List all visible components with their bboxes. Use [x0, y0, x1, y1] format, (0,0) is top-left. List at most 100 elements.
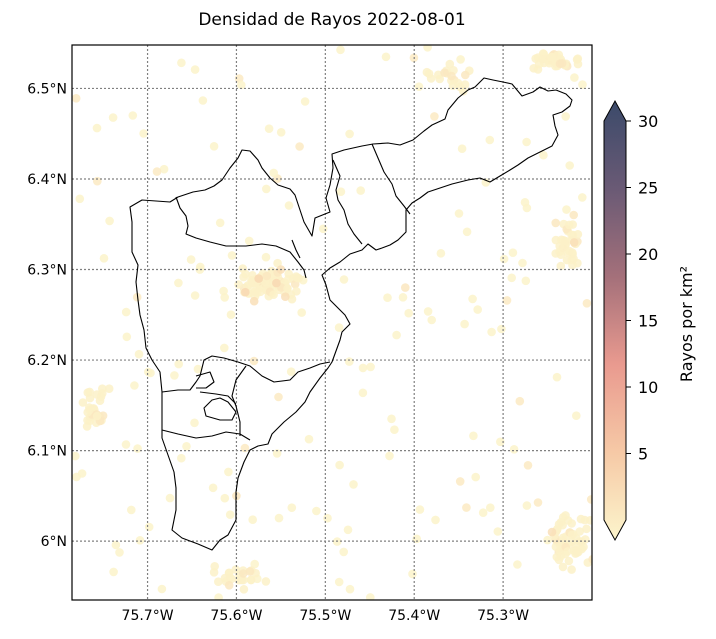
density-point — [513, 560, 522, 569]
lat-tick-label: 6.2°N — [27, 353, 67, 369]
lat-tick-label: 6°N — [41, 534, 67, 550]
density-point — [358, 363, 368, 373]
density-point — [559, 236, 568, 245]
density-point — [246, 575, 256, 585]
density-point — [462, 503, 471, 512]
density-point — [108, 113, 118, 122]
density-point — [567, 565, 576, 574]
density-point — [447, 71, 456, 81]
density-point — [177, 58, 186, 68]
density-point — [208, 483, 218, 493]
density-point — [581, 535, 590, 544]
density-point — [481, 178, 491, 187]
density-point — [572, 411, 581, 421]
density-point — [109, 567, 118, 577]
lon-tick-label: 75.4°W — [388, 608, 440, 624]
density-point — [546, 52, 556, 62]
boundary-inner-south-b — [195, 371, 215, 389]
colorbar-ticks: 5 10 15 20 25 30 — [626, 112, 658, 464]
density-point — [174, 278, 183, 288]
density-point — [215, 218, 225, 228]
density-point — [502, 296, 512, 305]
density-point — [247, 276, 256, 285]
density-point — [523, 461, 533, 470]
density-point — [276, 128, 286, 137]
density-point — [404, 308, 414, 318]
density-point — [241, 269, 250, 279]
density-point — [366, 593, 375, 600]
density-point — [165, 493, 175, 503]
density-point — [567, 255, 577, 264]
density-point — [563, 516, 573, 525]
density-point — [390, 425, 399, 435]
density-point — [462, 227, 472, 237]
density-point — [239, 569, 248, 578]
density-point — [424, 69, 434, 78]
density-point — [130, 381, 139, 390]
density-point — [85, 403, 94, 412]
boundary-outline — [129, 77, 573, 551]
density-point — [72, 94, 81, 103]
density-point — [564, 220, 574, 230]
density-point — [85, 393, 95, 403]
density-point — [339, 275, 349, 284]
density-point — [336, 187, 346, 196]
boundary-inner-south-c — [231, 365, 247, 436]
density-point — [225, 510, 235, 519]
density-point — [423, 45, 432, 52]
density-point — [486, 503, 495, 512]
density-point — [146, 368, 155, 378]
lon-tick-label: 75.6°W — [210, 608, 262, 624]
density-point — [190, 65, 200, 74]
density-point — [249, 356, 259, 366]
lat-tick-labels: 6.5°N 6.4°N 6.3°N 6.2°N 6.1°N 6°N — [27, 81, 67, 550]
colorbar-label: Rayos por km² — [677, 266, 696, 382]
density-point — [518, 258, 527, 268]
density-point — [186, 255, 196, 264]
density-point — [209, 142, 219, 151]
density-point — [551, 218, 560, 228]
density-point — [554, 555, 564, 565]
density-point — [214, 593, 223, 600]
density-point — [177, 453, 186, 463]
density-point — [227, 251, 237, 260]
density-point — [127, 505, 136, 515]
density-point — [334, 577, 344, 587]
colorbar-tick-label: 25 — [638, 179, 658, 198]
boundary-inner-south-d — [199, 391, 237, 405]
map-title: Densidad de Rayos 2022-08-01 — [198, 10, 466, 30]
density-point — [471, 472, 481, 482]
density-point — [139, 129, 148, 138]
colorbar-tick-label: 10 — [638, 378, 658, 397]
density-point — [573, 230, 583, 239]
density-point — [401, 283, 410, 292]
lat-tick-label: 6.1°N — [27, 444, 67, 460]
density-point — [133, 444, 142, 453]
density-point — [122, 332, 132, 342]
density-point — [565, 246, 574, 256]
boundary-inner-northeast — [371, 143, 411, 215]
density-point — [499, 254, 509, 264]
density-point — [318, 224, 328, 234]
density-point — [297, 308, 307, 317]
density-point — [358, 388, 368, 398]
density-point — [226, 310, 236, 320]
density-point — [534, 59, 544, 69]
density-point — [562, 205, 571, 214]
graticule — [72, 45, 592, 600]
density-point — [334, 323, 344, 332]
density-point — [509, 445, 519, 454]
density-point — [72, 472, 81, 482]
density-point — [336, 45, 345, 55]
density-point — [423, 307, 433, 316]
density-point — [115, 548, 124, 557]
density-point — [567, 230, 576, 240]
density-point — [497, 324, 506, 334]
density-point — [262, 184, 271, 194]
density-point — [78, 398, 88, 407]
density-point — [582, 524, 591, 534]
density-point — [578, 193, 587, 202]
density-point — [563, 547, 572, 556]
density-point — [174, 359, 183, 369]
